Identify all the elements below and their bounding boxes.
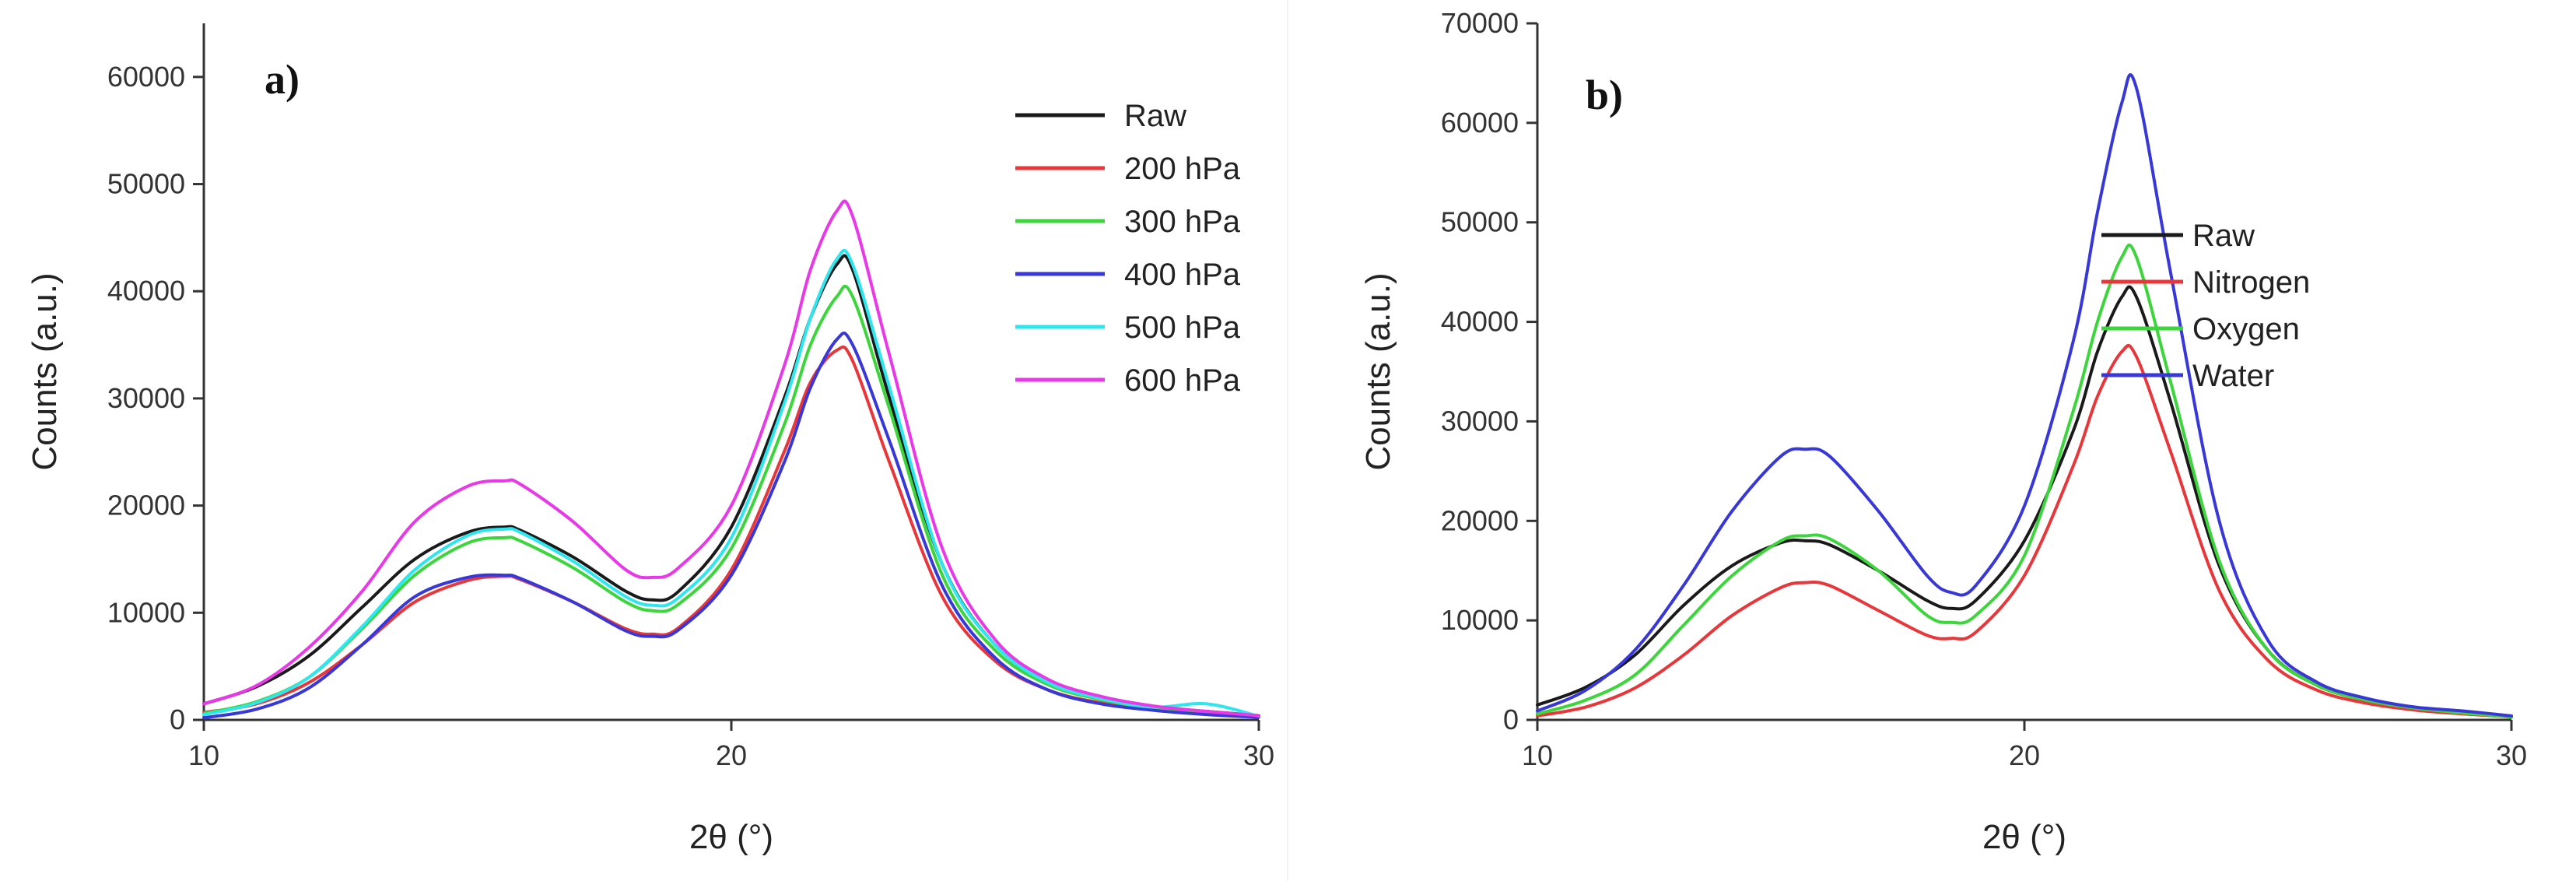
y-tick-label: 50000	[107, 168, 185, 200]
series-line-nitrogen	[1536, 343, 2513, 719]
y-tick-label: 70000	[1441, 7, 1519, 39]
legend-label: Raw	[2192, 219, 2255, 253]
x-tick-label: 10	[1522, 739, 1553, 771]
legend-label: Raw	[1124, 99, 1186, 133]
y-tick-label: 60000	[1441, 107, 1519, 139]
x-tick-label: 10	[188, 739, 219, 771]
x-tick-label: 30	[1243, 739, 1274, 771]
series-line-200-hpa	[202, 345, 1260, 718]
y-tick-label: 40000	[1441, 306, 1519, 338]
panel-label: a)	[265, 56, 300, 103]
series-line-300-hpa	[202, 284, 1260, 718]
y-tick-label: 0	[170, 704, 185, 735]
y-tick-label: 10000	[107, 596, 185, 628]
chart-panel-a: 0 10000 20000 30000 40000 50000 60000 10 20 30 2θ …	[26, 23, 1274, 856]
legend-label: 500 hPa	[1124, 311, 1241, 345]
y-tick-label: 20000	[1441, 504, 1519, 536]
legend-label: 600 hPa	[1124, 363, 1241, 398]
series-line-water	[1536, 73, 2513, 718]
y-tick-label: 60000	[107, 61, 185, 93]
series-line-oxygen	[1536, 244, 2513, 719]
xrd-chart-pressure: 0 10000 20000 30000 40000 50000 60000 10 20 30 2θ …	[26, 23, 1274, 856]
xrd-chart-atmosphere: 0 10000 20000 30000 40000 50000 60000 70000 10 20…	[1359, 7, 2527, 856]
panel-divider	[1287, 0, 1288, 881]
y-axis-title: Counts (a.u.)	[1359, 272, 1397, 470]
panel-label: b)	[1586, 72, 1623, 118]
y-tick-label: 30000	[107, 382, 185, 414]
legend-label: 200 hPa	[1124, 152, 1241, 186]
x-axis-title: 2θ (°)	[1982, 818, 2066, 856]
y-tick-label: 50000	[1441, 206, 1519, 238]
legend-label: 400 hPa	[1124, 258, 1241, 292]
y-tick-label: 30000	[1441, 405, 1519, 437]
x-tick-label: 30	[2496, 739, 2527, 771]
series-line-500-hpa	[202, 248, 1260, 718]
series-line-600-hpa	[202, 199, 1260, 718]
chart-panel-b: 0 10000 20000 30000 40000 50000 60000 70000 10 20…	[1288, 0, 2576, 881]
legend-label: Nitrogen	[2192, 265, 2310, 300]
y-tick-label: 20000	[107, 490, 185, 521]
legend-label: 300 hPa	[1124, 205, 1241, 239]
y-tick-label: 0	[1503, 704, 1519, 735]
x-axis-title: 2θ (°)	[689, 818, 773, 856]
x-tick-label: 20	[716, 739, 747, 771]
y-tick-label: 10000	[1441, 604, 1519, 636]
legend-label: Water	[2192, 359, 2274, 393]
x-tick-label: 20	[2009, 739, 2040, 771]
y-axis-title: Counts (a.u.)	[26, 272, 64, 470]
series-line-400-hpa	[202, 332, 1260, 720]
y-tick-label: 40000	[107, 275, 185, 307]
legend-label: Oxygen	[2192, 312, 2300, 346]
